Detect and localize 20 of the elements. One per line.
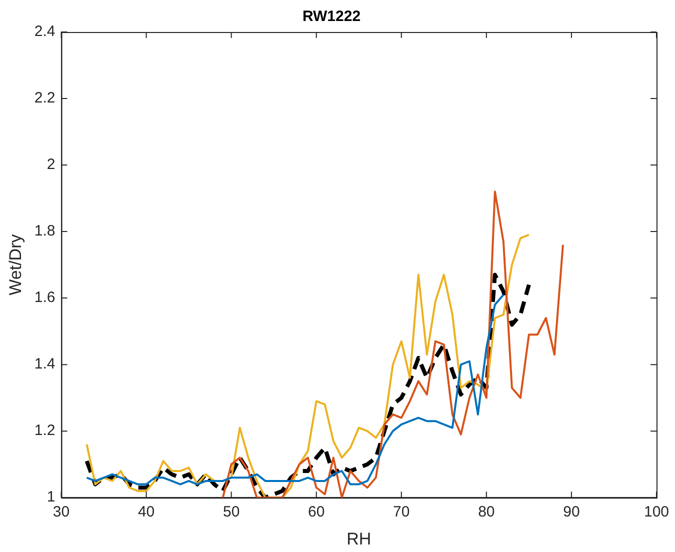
line-series bbox=[84, 272, 531, 498]
y-tick-label: 1.2 bbox=[34, 422, 56, 440]
y-tick-label: 1 bbox=[46, 488, 56, 506]
x-tick-label: 60 bbox=[308, 504, 325, 521]
y-tick-label: 2 bbox=[46, 156, 56, 174]
x-tick-label: 80 bbox=[478, 504, 495, 521]
y-axis-title: Wet/Dry bbox=[6, 234, 25, 296]
y-tick-label: 2.2 bbox=[34, 90, 56, 107]
chart-title: RW1222 bbox=[302, 8, 361, 26]
y-tick-label: 2.4 bbox=[34, 23, 56, 40]
y-tick-label: 1.4 bbox=[34, 356, 56, 373]
y-tick-label: 1.6 bbox=[34, 289, 56, 306]
x-tick-label: 100 bbox=[644, 504, 669, 521]
x-tick-label: 30 bbox=[52, 504, 70, 521]
x-axis-title: RH bbox=[346, 529, 372, 548]
x-tick-label: 90 bbox=[563, 504, 580, 521]
x-tick-label: 70 bbox=[393, 504, 410, 521]
x-tick-label: 40 bbox=[138, 504, 155, 521]
y-tick-label: 1.8 bbox=[34, 222, 56, 240]
x-tick-label: 50 bbox=[222, 504, 240, 521]
